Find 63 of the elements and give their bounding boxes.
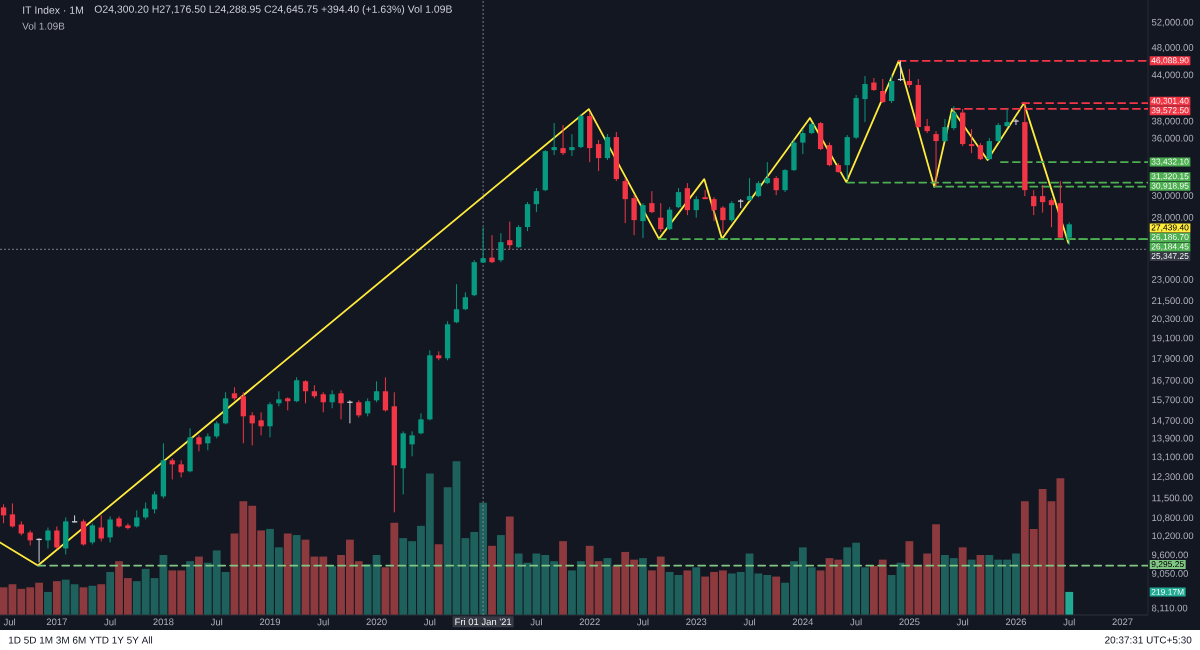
y-tick-label: 20,300.00: [1151, 315, 1194, 324]
x-tick-label: 2017: [46, 618, 67, 626]
x-tick-label: Jul: [743, 618, 755, 626]
chart-title: IT Index · 1M: [23, 6, 83, 14]
y-tick-label: 44,000.00: [1151, 71, 1194, 80]
x-tick-label: Jul: [210, 618, 223, 626]
x-tick-label: Jul: [104, 618, 116, 626]
y-tick-label: 21,500.00: [1151, 297, 1194, 306]
y-tick-label: 48,000.00: [1151, 44, 1194, 52]
x-tick-label: Jul: [3, 618, 16, 626]
x-tick-label: Jul: [1063, 618, 1075, 626]
chart-subtitle: O24,300.20 H27,176.50 L24,288.95 C24,645.75 +394.40 (+1.63%) Vol 1.09B: [94, 5, 452, 15]
x-tick-label: Jul: [317, 618, 329, 626]
y-tick-label: 14,700.00: [1152, 417, 1194, 426]
y-tick-label: 12,300.00: [1152, 473, 1194, 482]
y-tick-label: 16,700.00: [1152, 376, 1194, 385]
y-tick-label: 19,100.00: [1152, 334, 1194, 343]
x-tick-label: Jul: [956, 618, 969, 626]
y-tick-label: 13,900.00: [1152, 434, 1194, 443]
y-tick-label: 38,000.00: [1151, 117, 1194, 126]
x-tick-label: 2025: [899, 618, 920, 626]
legend-label: 31,320.15: [1151, 173, 1189, 181]
x-tick-label: 2023: [686, 618, 707, 626]
x-tick-label: Jul: [637, 618, 649, 626]
text: 1D 5D 1M 3M 6M YTD 1Y 5Y All: [8, 636, 153, 644]
ref-line-label: Fri 01 Jan '21: [455, 618, 512, 626]
y-tick-label: 52,000.00: [1151, 18, 1194, 27]
series-label: 46,088.90: [1151, 57, 1189, 65]
y-tick-label: 8,110.00: [1151, 604, 1188, 613]
series-label: 9,295.25: [1151, 561, 1184, 569]
y-tick-label: 23,000.00: [1151, 276, 1194, 284]
x-tick-label: Jul: [530, 618, 542, 626]
y-tick-label: 36,000.00: [1151, 134, 1194, 143]
x-tick-label: Jul: [850, 618, 862, 626]
x-tick-label: Jul: [423, 618, 436, 626]
y-tick-label: 10,800.00: [1152, 514, 1194, 523]
ref-line-label: 25,347.25: [1151, 253, 1189, 260]
x-tick-label: 2020: [366, 618, 387, 626]
text: 27,439.40: [1151, 224, 1189, 232]
legend-label: 26,184.45: [1151, 243, 1189, 251]
text: 20:37:31 UTC+5:30: [1105, 636, 1192, 644]
x-tick-label: 2022: [579, 618, 600, 626]
y-tick-label: 15,700.00: [1152, 396, 1194, 405]
y-tick-label: 9,050.00: [1151, 570, 1188, 578]
y-tick-label: 10,200.00: [1152, 532, 1194, 541]
y-tick-label: 13,100.00: [1152, 453, 1194, 462]
y-tick-label: 9,600.00: [1151, 551, 1188, 560]
series-label: 26,186.70: [1151, 234, 1189, 241]
y-tick-label: 28,000.00: [1151, 214, 1194, 222]
text: 219.17M: [1151, 588, 1184, 595]
legend-label: 39,572.50: [1151, 107, 1189, 115]
x-tick-label: 2019: [259, 618, 281, 626]
x-tick-label: 2026: [1005, 618, 1027, 626]
x-tick-label: 2018: [153, 618, 174, 626]
series-label: 40,301.40: [1151, 97, 1189, 105]
annotation: Vol 1.09B: [22, 22, 65, 30]
y-tick-label: 11,500.00: [1152, 494, 1193, 503]
legend-label: 30,918.95: [1151, 182, 1189, 190]
y-tick-label: 17,900.00: [1152, 355, 1194, 363]
x-tick-label: 2027: [1112, 618, 1133, 626]
x-tick-label: 2024: [792, 618, 814, 626]
series-label: 33,432.10: [1151, 158, 1189, 166]
y-tick-label: 30,000.00: [1151, 192, 1194, 201]
